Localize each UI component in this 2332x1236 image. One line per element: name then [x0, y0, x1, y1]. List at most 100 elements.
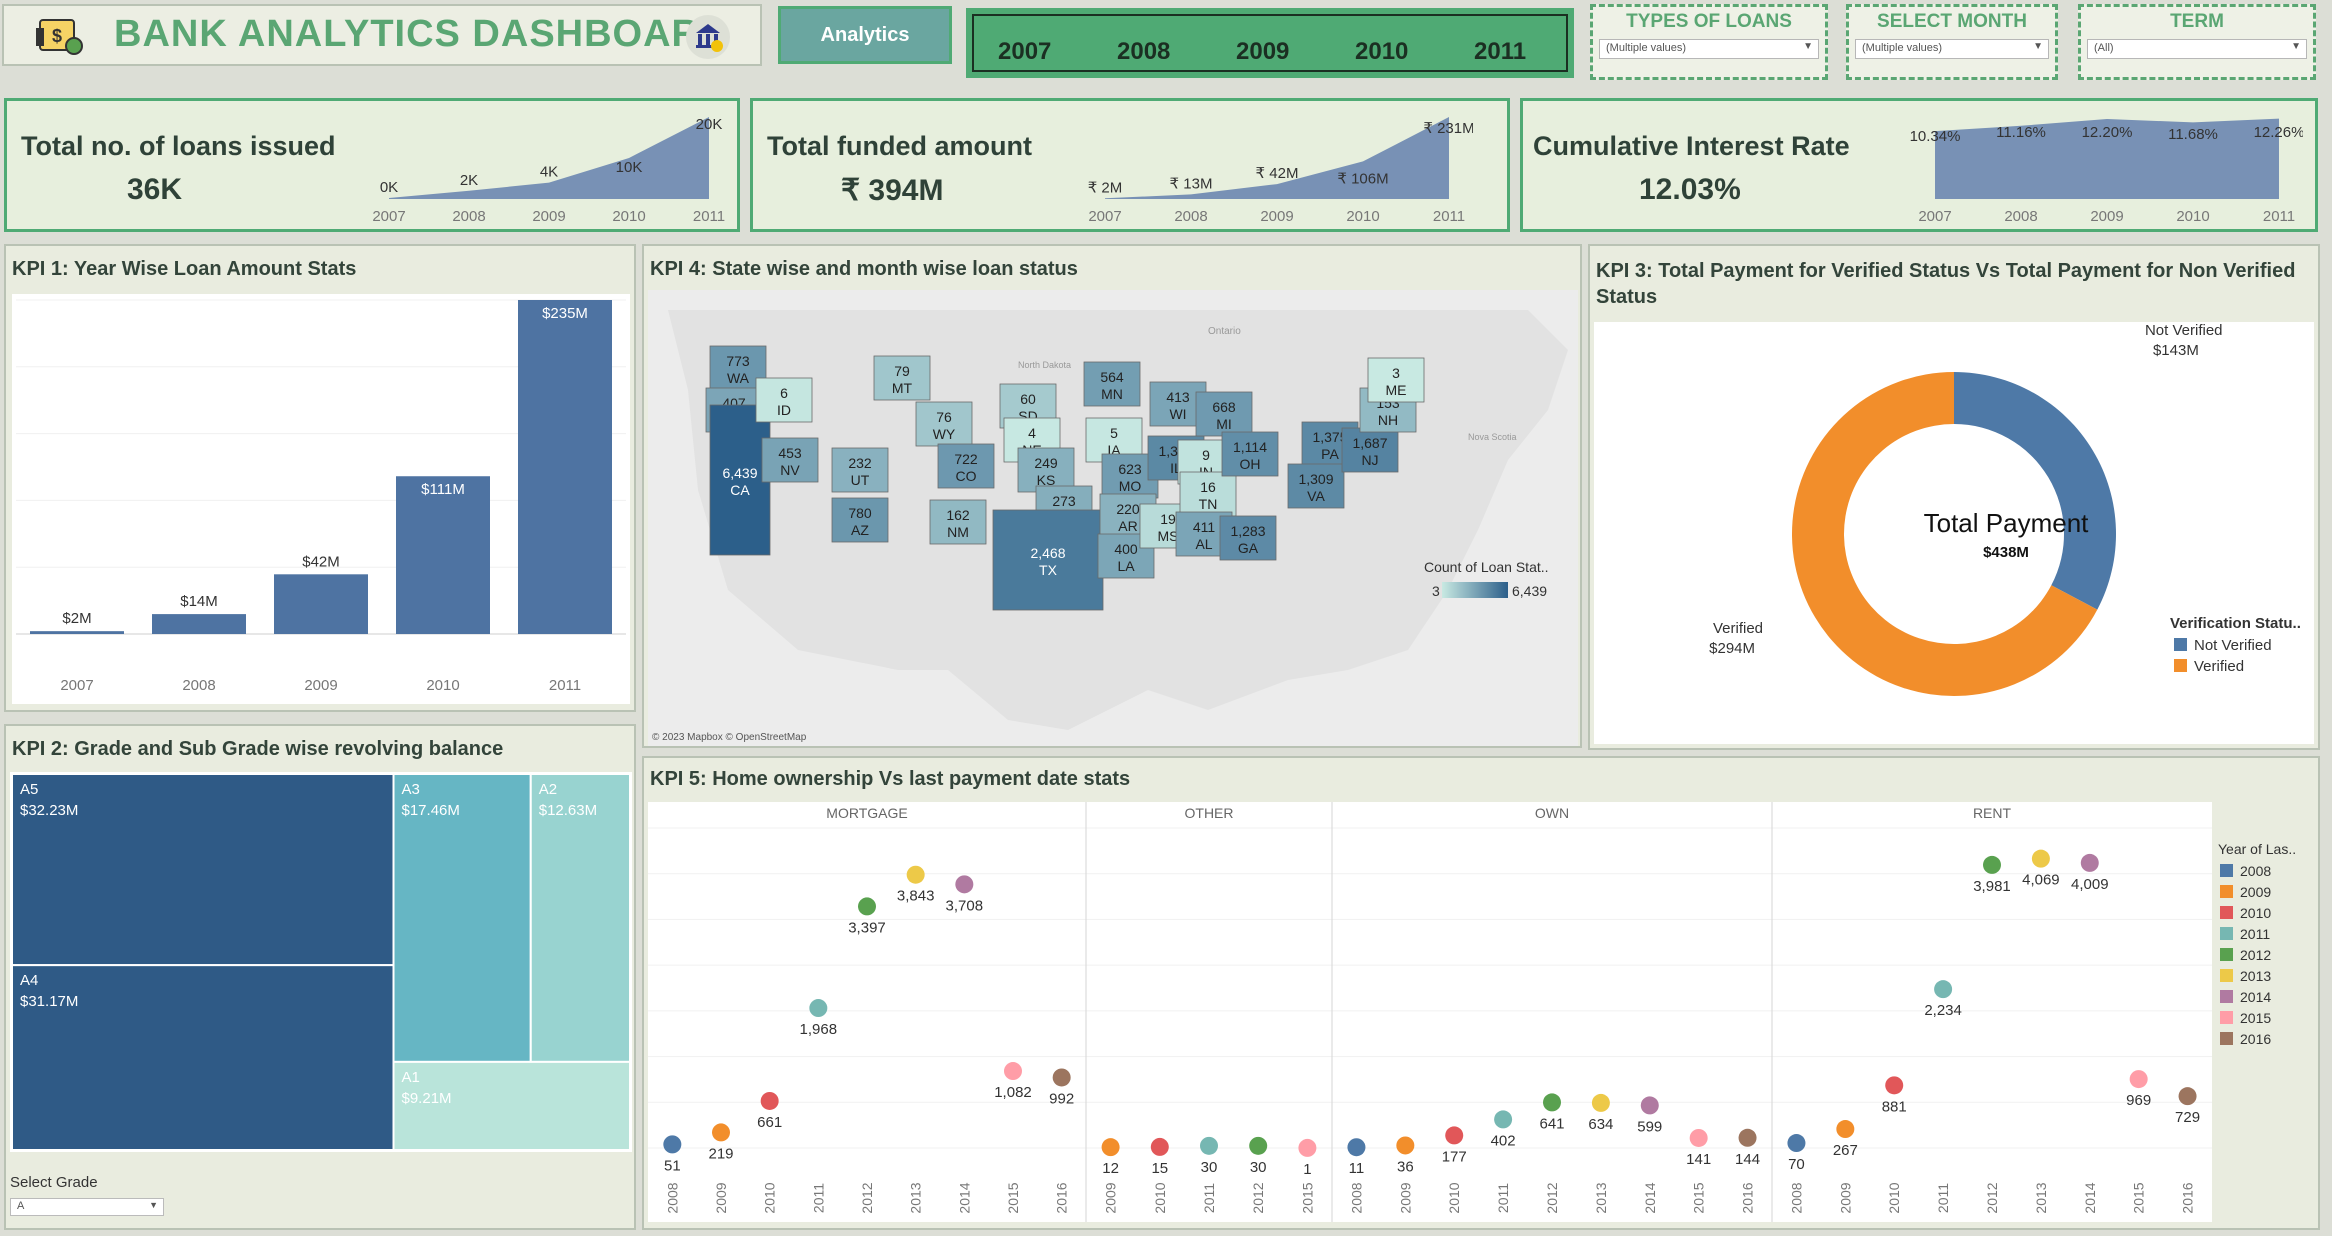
data-point-label: 267 [1833, 1142, 1858, 1159]
kpi3-title-line1: KPI 3: Total Payment for Verified Status… [1596, 260, 2296, 282]
sparkline-tick-label: 2008 [2004, 208, 2037, 225]
data-point-label: 177 [1442, 1148, 1467, 1165]
data-point-label: 36 [1397, 1158, 1414, 1175]
legend-swatch [2220, 948, 2233, 961]
x-tick-label: 2007 [60, 677, 93, 694]
x-tick-label: 2014 [956, 1182, 972, 1213]
x-tick-label: 2010 [762, 1182, 778, 1213]
month-dropdown[interactable]: (Multiple values) ▼ [1855, 39, 2049, 59]
donut-center-value: $438M [1983, 544, 2029, 561]
kpi3-donut-chart: Not Verified $143M Verified $294M Verificati… [1709, 322, 2301, 696]
x-tick-label: 2013 [2033, 1182, 2049, 1213]
filter-month: SELECT MONTH (Multiple values) ▼ [1846, 4, 2058, 80]
legend-swatch [2220, 927, 2233, 940]
data-point-label: 144 [1735, 1151, 1760, 1168]
sparkline-data-label: ₹ 13M [1170, 175, 1213, 192]
legend-title: Year of Las.. [2218, 841, 2296, 857]
kpi2-panel: KPI 2: Grade and Sub Grade wise revolvin… [4, 724, 636, 1230]
legend-swatch [2220, 1032, 2233, 1045]
state-value-label: 3 [1392, 365, 1400, 381]
data-point-label: 4,069 [2022, 872, 2060, 889]
state-code-label: ME [1386, 382, 1407, 398]
sparkline-tick-label: 2010 [2176, 208, 2209, 225]
state-value-label: 564 [1100, 369, 1124, 385]
treemap-cell [12, 774, 395, 967]
legend-entry: 2016 [2240, 1031, 2271, 1047]
legend-entry: 2009 [2240, 884, 2271, 900]
legend-entry: Verified [2194, 658, 2244, 675]
state-value-label: 6,439 [722, 465, 757, 481]
state-shape [755, 377, 813, 423]
term-dropdown[interactable]: (All) ▼ [2087, 39, 2307, 59]
data-point-label: 1 [1303, 1161, 1311, 1178]
data-point-label: 30 [1201, 1159, 1218, 1176]
state-code-label: LA [1117, 558, 1135, 574]
state-code-label: NJ [1361, 452, 1378, 468]
data-point [1494, 1110, 1513, 1129]
analytics-button[interactable]: Analytics [778, 6, 952, 64]
x-tick-label: 2010 [1152, 1182, 1168, 1213]
svg-text:$: $ [52, 26, 62, 46]
state-shape [1221, 431, 1279, 477]
data-point [1249, 1136, 1268, 1155]
data-point [1787, 1134, 1806, 1153]
year-button-2008[interactable]: 2008 [1117, 38, 1171, 65]
year-button-2009[interactable]: 2009 [1236, 38, 1290, 65]
treemap-cell-name: A3 [402, 781, 420, 798]
data-point [1445, 1126, 1464, 1145]
state-shape [992, 509, 1104, 611]
state-code-label: NM [947, 524, 969, 540]
treemap-cell [12, 964, 395, 1150]
sparkline-data-label: 12.20% [2082, 124, 2133, 141]
kpi5-dot-plot: MORTGAGE 2008 2009 2010 2011 2012 2013 2014 2015… [648, 802, 2296, 1222]
state-code-label: CA [730, 482, 750, 498]
bar [396, 476, 490, 634]
sparkline-tick-label: 2011 [2263, 208, 2295, 225]
sparkline-data-label: ₹ 2M [1088, 179, 1123, 196]
state-code-label: WA [727, 370, 750, 386]
card-interest-rate: Cumulative Interest Rate 12.03% 10.34% 20… [1520, 98, 2318, 232]
x-tick-label: 2010 [426, 677, 459, 694]
state-code-label: IL [1170, 460, 1182, 476]
treemap-cell [529, 774, 630, 1063]
state-shape [1219, 515, 1277, 561]
data-point [906, 865, 925, 884]
donut-slice-value: $143M [2153, 342, 2199, 359]
year-button-2007[interactable]: 2007 [998, 38, 1052, 65]
grade-dropdown[interactable]: A ▼ [10, 1198, 164, 1216]
kpi4-title: KPI 4: State wise and month wise loan st… [650, 258, 1078, 280]
data-point [1150, 1137, 1169, 1156]
x-tick-label: 2016 [2180, 1182, 2196, 1213]
year-button-2010[interactable]: 2010 [1355, 38, 1409, 65]
state-code-label: AZ [851, 522, 869, 538]
kpi4-panel: KPI 4: State wise and month wise loan st… [642, 244, 1582, 748]
state-code-label: CO [956, 468, 977, 484]
sparkline-tick-label: 2011 [693, 208, 725, 225]
x-tick-label: 2011 [810, 1183, 826, 1213]
state-value-label: 60 [1020, 391, 1036, 407]
x-tick-label: 2014 [1642, 1182, 1658, 1213]
state-value-label: 249 [1034, 455, 1058, 471]
basemap-label: Nova Scotia [1468, 432, 1517, 442]
state-shape [831, 447, 889, 493]
state-code-label: MS [1158, 528, 1179, 544]
panel-header: MORTGAGE [826, 805, 907, 821]
legend-entry: 2008 [2240, 863, 2271, 879]
data-point-label: 881 [1882, 1098, 1907, 1115]
plot-background [648, 802, 2212, 1222]
state-value-label: 1,687 [1352, 435, 1387, 451]
sparkline-data-label: 2K [460, 172, 478, 189]
sparkline-data-label: 12.26% [2254, 124, 2303, 141]
card-value: ₹ 394M [841, 174, 944, 207]
loan-types-dropdown[interactable]: (Multiple values) ▼ [1599, 39, 1819, 59]
donut-slice-name: Verified [1713, 620, 1763, 637]
year-button-2011[interactable]: 2011 [1474, 38, 1527, 65]
legend-entry: 2015 [2240, 1010, 2271, 1026]
card-value: 36K [127, 173, 183, 206]
treemap-cell-name: A1 [402, 1069, 420, 1086]
sparkline-data-label: 10K [616, 159, 643, 176]
x-tick-label: 2008 [182, 677, 215, 694]
data-point-label: 661 [757, 1114, 782, 1131]
x-tick-label: 2014 [2082, 1182, 2098, 1213]
legend-entry: 2013 [2240, 968, 2271, 984]
